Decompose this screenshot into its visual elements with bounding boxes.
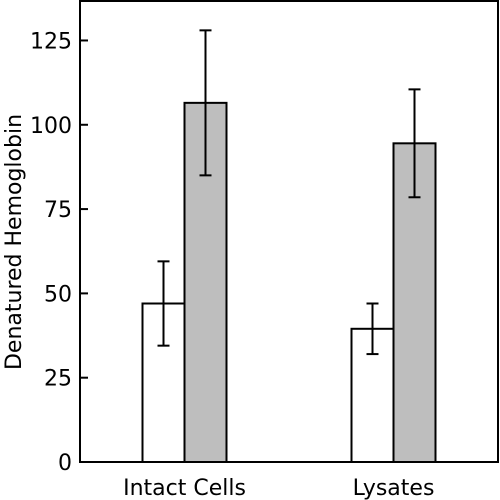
x-category-label: Lysates	[353, 476, 435, 500]
y-tick-label: 0	[58, 451, 72, 476]
error-bars	[157, 29, 421, 356]
x-category-label: Intact Cells	[123, 476, 246, 500]
y-tick-label: 50	[44, 282, 72, 307]
axes: 0 25 50 75 100 125 Intact Cells Lysates	[30, 29, 434, 500]
y-tick-label: 25	[44, 367, 72, 392]
y-axis-title: Denatured Hemoglobin	[2, 114, 27, 370]
plot-frame	[79, 0, 499, 463]
y-tick-label: 100	[30, 114, 72, 139]
y-tick-label: 75	[44, 198, 72, 223]
y-tick-label: 125	[30, 29, 72, 54]
bars	[141, 101, 437, 464]
plot-area	[79, 0, 499, 463]
